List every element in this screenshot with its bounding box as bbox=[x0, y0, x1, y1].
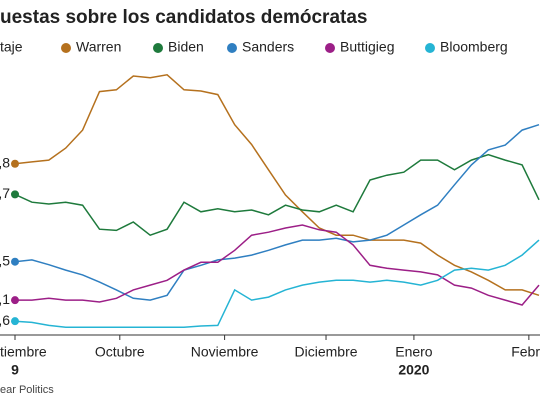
start-label: ,5 bbox=[0, 252, 10, 268]
series-line bbox=[15, 224, 540, 306]
legend-marker bbox=[227, 43, 237, 53]
legend-marker bbox=[153, 43, 163, 53]
legend-label: Warren bbox=[76, 39, 121, 55]
legend-title: taje bbox=[0, 39, 23, 55]
x-tick-label: Febr bbox=[511, 344, 540, 360]
x-tick-label: Diciembre bbox=[295, 344, 358, 360]
start-dot bbox=[11, 257, 19, 266]
start-label: ,8 bbox=[0, 154, 10, 170]
source: ear Politics bbox=[0, 384, 54, 396]
start-dot bbox=[11, 317, 19, 326]
start-label: ,1 bbox=[0, 291, 10, 307]
series-line bbox=[14, 239, 540, 328]
start-dot bbox=[11, 159, 19, 168]
start-label: ,6 bbox=[0, 312, 10, 328]
year-label: 2020 bbox=[398, 362, 429, 378]
legend-marker bbox=[325, 43, 335, 53]
start-dot bbox=[11, 190, 19, 199]
series-line bbox=[14, 153, 540, 237]
series-line bbox=[14, 73, 540, 297]
x-tick-label: Noviembre bbox=[191, 344, 259, 360]
chart-title: uestas sobre los candidatos demócratas bbox=[0, 7, 367, 28]
legend-marker bbox=[61, 43, 71, 53]
x-tick-label: Enero bbox=[395, 344, 433, 360]
x-tick-label: tiembre bbox=[0, 344, 47, 360]
x-tick-label: Octubre bbox=[95, 344, 145, 360]
legend-marker bbox=[425, 43, 435, 53]
year-label: 9 bbox=[11, 362, 19, 378]
series-line bbox=[14, 123, 540, 301]
legend-label: Buttigieg bbox=[340, 39, 394, 55]
legend-label: Sanders bbox=[242, 39, 294, 55]
start-dot bbox=[11, 296, 19, 305]
start-label: ,7 bbox=[0, 185, 10, 201]
legend-label: Bloomberg bbox=[440, 39, 508, 55]
legend-label: Biden bbox=[168, 39, 204, 55]
